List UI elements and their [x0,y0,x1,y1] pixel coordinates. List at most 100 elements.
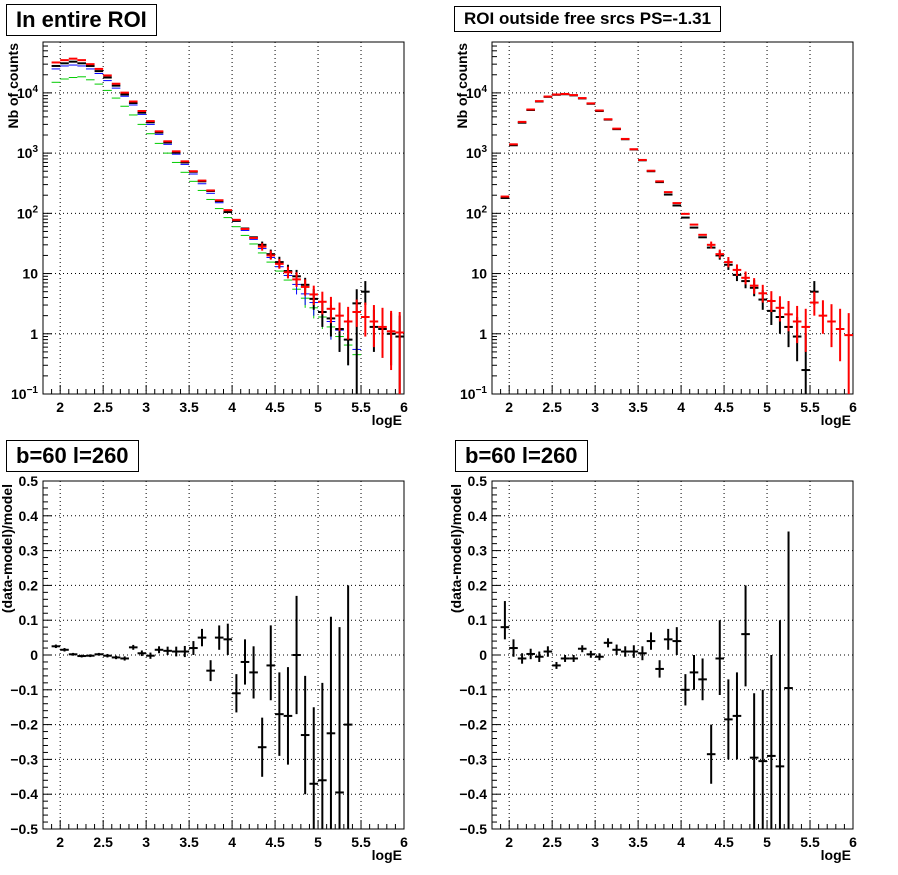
data-point [266,250,276,260]
data-point [111,655,121,660]
data-point [395,311,404,394]
y-tick-label: 0.3 [19,543,39,559]
data-point [378,307,387,358]
y-tick-label: −0.2 [459,717,487,733]
panel-title-entire-roi: In entire ROI [6,4,157,36]
x-tick-label: 4 [677,834,685,850]
data-point [335,302,344,332]
data-point [784,301,793,332]
x-tick-label: 4.5 [265,399,285,415]
data-point [784,531,793,829]
y-tick-label-exponent: 3 [481,144,487,155]
data-point [232,674,241,713]
y-tick-label: 0 [479,647,487,663]
x-tick-label: 3.5 [179,399,199,415]
data-point [292,595,301,715]
data-point [386,310,396,371]
data-point [309,707,319,829]
y-tick-label: −0.5 [10,821,38,837]
x-axis-label: logE [372,412,402,428]
y-tick-label: 1 [479,326,487,342]
data-point [275,258,284,269]
y-tick-label: 0.3 [468,543,488,559]
data-point [724,679,733,760]
y-tick-label: −0.1 [10,682,38,698]
y-tick-label-base: 10 [17,205,33,221]
data-point [818,300,828,334]
series-2 [51,60,404,394]
data-point [543,646,553,657]
x-tick-label: 5 [314,399,322,415]
data-point [767,655,776,829]
data-point [758,284,768,303]
data-point [85,654,95,658]
data-point [361,281,370,306]
x-tick-label: 5.5 [351,399,371,415]
y-tick-label-base: 10 [17,145,33,161]
data-point [715,620,725,696]
data-point [749,278,759,294]
x-tick-label: 2 [56,834,64,850]
data-point [517,653,527,664]
y-tick-label: 104 [17,84,39,101]
y-tick-label: −0.1 [459,682,487,698]
data-point [309,285,319,306]
data-point [500,601,510,640]
data-point [629,645,639,658]
data-point [137,650,147,657]
series-1 [51,64,362,384]
data-point [758,689,768,829]
series-0 [500,93,819,394]
data-point [732,672,742,760]
x-tick-label: 5 [763,399,771,415]
data-point [283,667,293,765]
y-tick-label-exponent: 3 [32,144,38,155]
x-tick-label: 4.5 [265,834,285,850]
x-tick-label: 5.5 [800,399,820,415]
y-tick-label: 10−1 [460,385,487,402]
data-point [741,585,750,687]
data-point [827,304,836,348]
x-tick-label: 3 [142,399,150,415]
data-point [94,652,104,656]
y-tick-label: 103 [17,144,39,161]
data-point [343,306,353,340]
data-point [801,308,811,352]
y-tick-label: 1 [30,326,38,342]
data-point [180,645,190,658]
y-tick-label-base: 10 [460,386,476,402]
y-tick-label: −0.4 [10,786,38,802]
data-point [672,627,682,655]
x-tick-label: 5 [763,834,771,850]
x-tick-label: 3 [142,834,150,850]
series-0 [500,531,793,829]
data-point [646,632,656,650]
panel-title-residuals-right: b=60 l=260 [455,440,588,472]
x-axis-label: logE [372,847,402,863]
data-point [810,291,819,316]
y-tick-label: 10−1 [11,385,38,402]
data-point [603,638,613,648]
data-point [257,717,267,777]
x-tick-label: 3.5 [628,834,648,850]
data-point [586,650,596,658]
y-tick-label-base: 10 [11,386,27,402]
data-point [775,620,785,829]
data-point [318,291,327,315]
data-point [343,585,353,829]
x-tick-label: 6 [849,399,857,415]
data-point [326,296,336,324]
data-point [300,279,310,296]
x-tick-label: 2 [505,399,513,415]
x-axis-label: logE [821,412,851,428]
data-point [612,644,621,655]
x-tick-label: 2.5 [542,834,562,850]
series-0 [51,76,362,384]
data-point [595,653,604,661]
y-tick-label-base: 10 [17,85,33,101]
x-tick-label: 2.5 [93,834,113,850]
data-point [292,272,301,287]
y-tick-label-exponent: −1 [27,385,39,396]
x-tick-label: 6 [400,834,408,850]
